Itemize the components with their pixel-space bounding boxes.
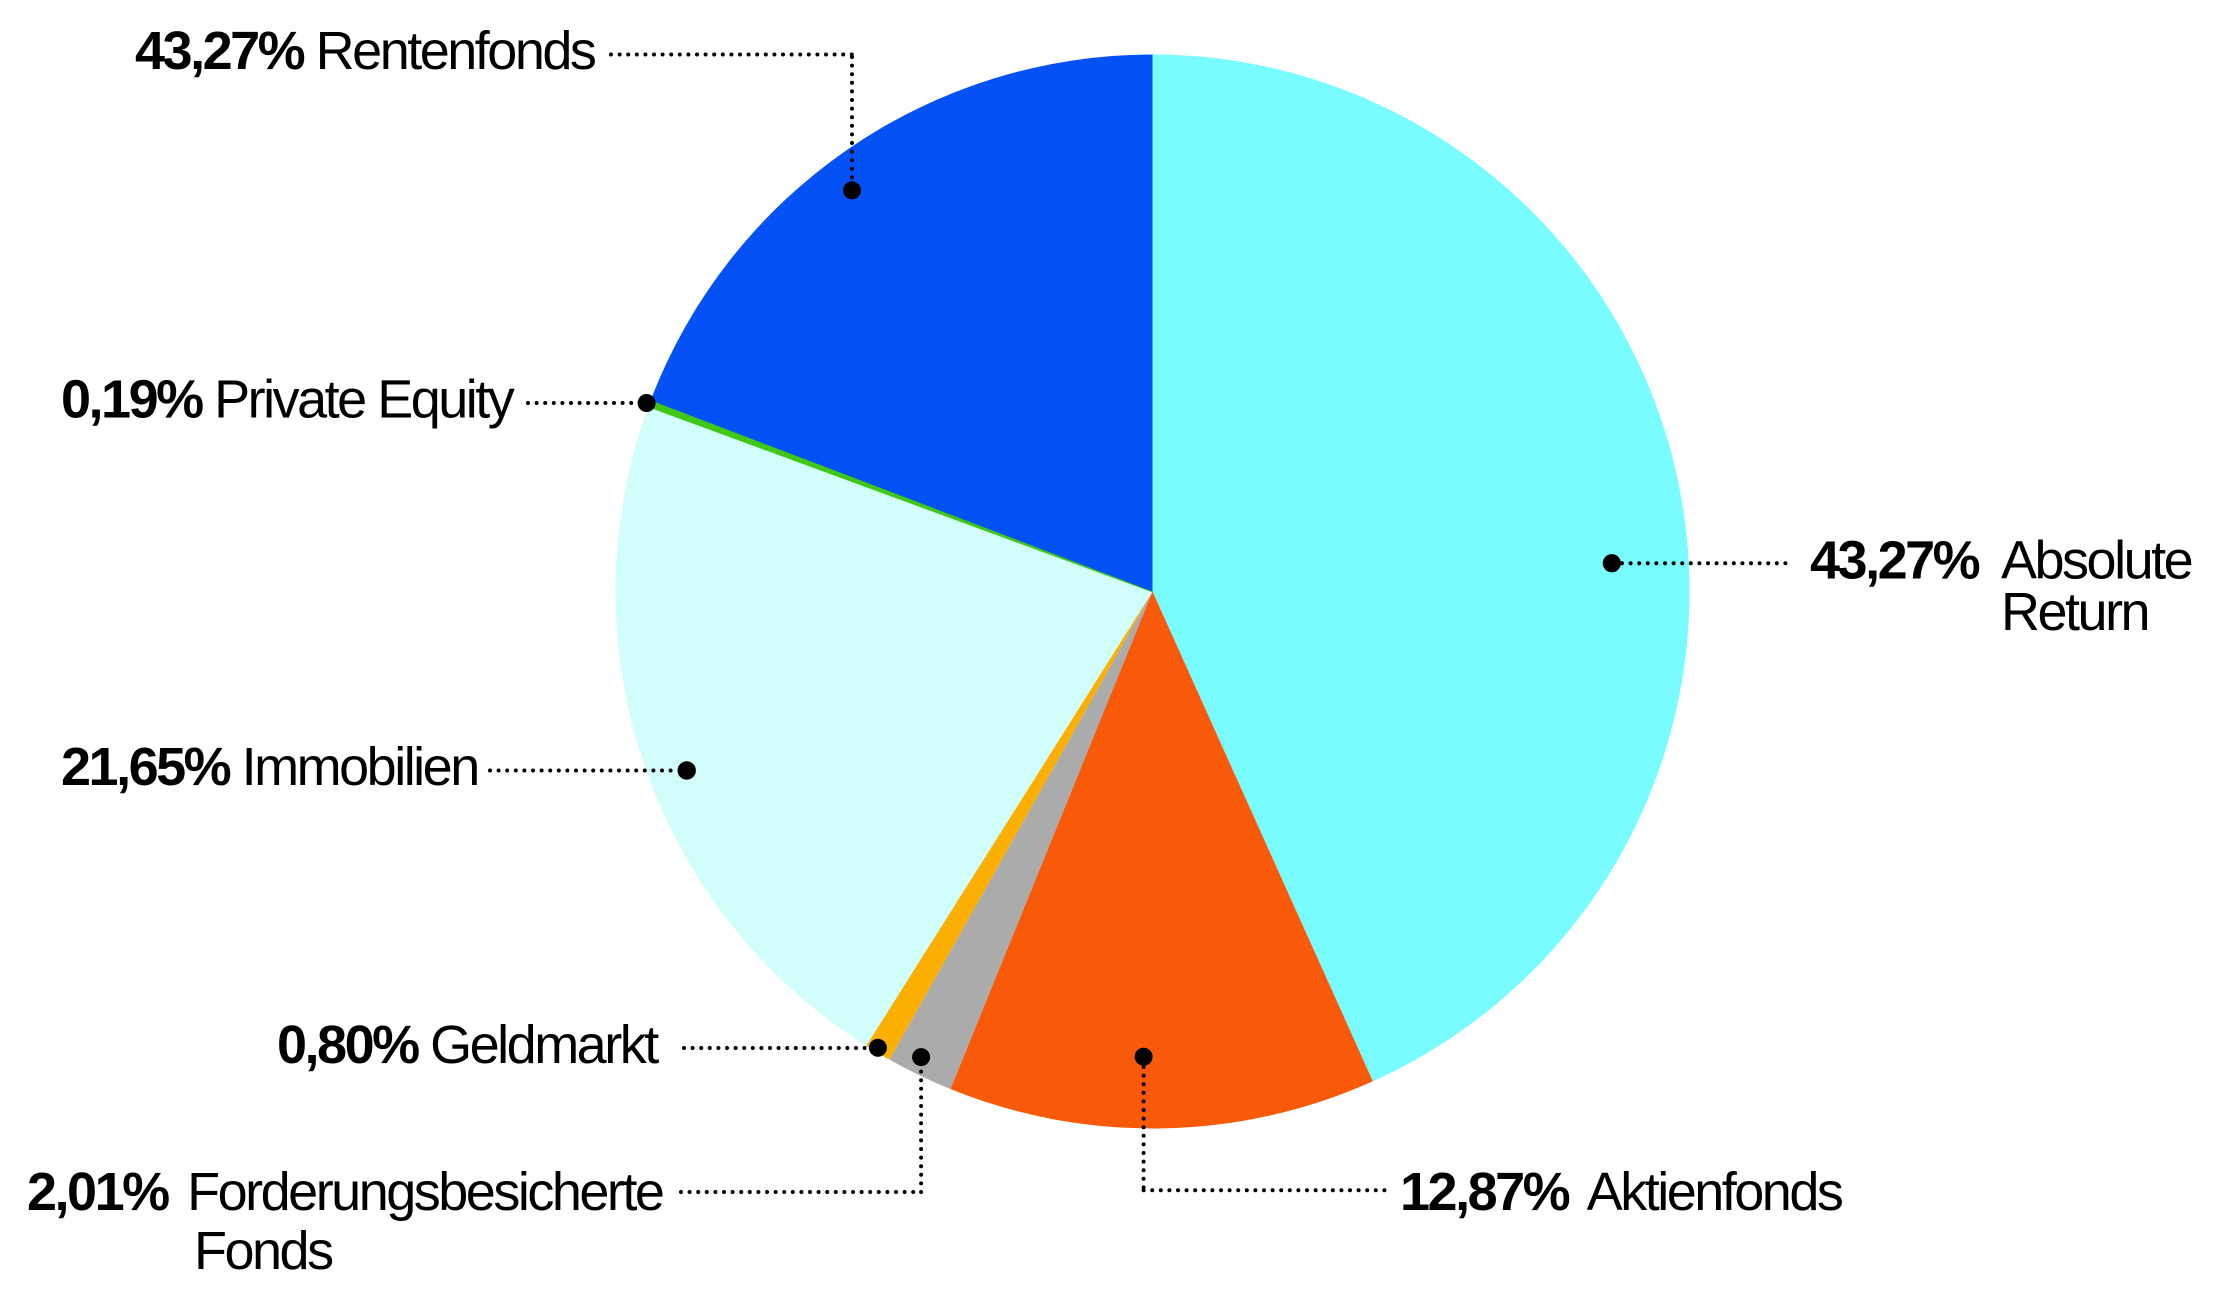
svg-text:0,80% Geldmarkt: 0,80% Geldmarkt <box>277 1015 659 1075</box>
svg-text:2,01% Forderungsbesicherte: 2,01% Forderungsbesicherte <box>27 1162 663 1222</box>
svg-text:Fonds: Fonds <box>194 1221 333 1281</box>
svg-text:21,65% Immobilien: 21,65% Immobilien <box>61 737 478 797</box>
svg-text:Absolute: Absolute <box>2001 531 2192 591</box>
svg-text:Return: Return <box>2001 582 2148 642</box>
svg-text:12,87% Aktienfonds: 12,87% Aktienfonds <box>1400 1162 1843 1222</box>
svg-text:43,27%: 43,27% <box>1810 531 1980 591</box>
svg-text:0,19% Private Equity: 0,19% Private Equity <box>61 370 515 430</box>
svg-text:43,27% Rentenfonds: 43,27% Rentenfonds <box>135 21 596 81</box>
